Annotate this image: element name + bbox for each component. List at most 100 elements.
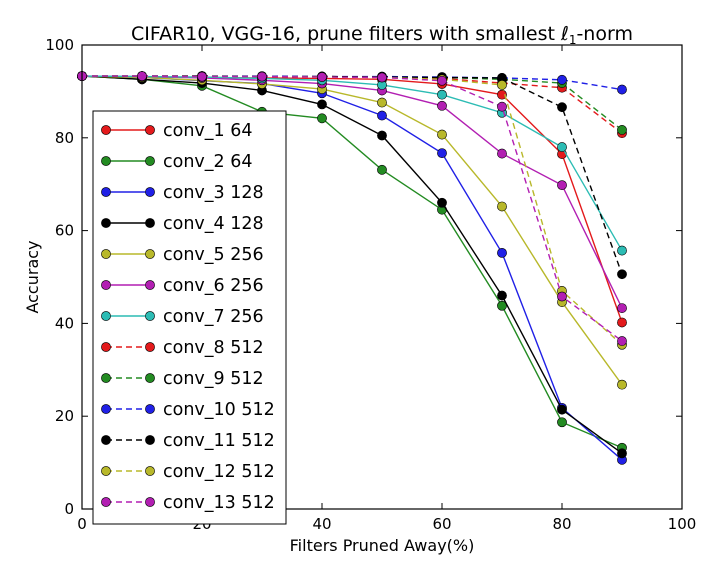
data-point — [437, 89, 447, 100]
data-point — [557, 180, 567, 191]
legend-marker — [101, 404, 111, 414]
x-tick-label: 40 — [312, 515, 331, 533]
title-norm-subscript: 1 — [569, 33, 577, 47]
data-point — [437, 75, 447, 86]
legend-marker — [101, 249, 111, 259]
legend-marker — [145, 187, 155, 197]
legend-label: conv_9 512 — [163, 369, 264, 389]
series-4 — [77, 71, 627, 459]
data-point — [617, 336, 627, 346]
data-point — [617, 303, 627, 313]
legend-label: conv_6 256 — [163, 276, 264, 296]
legend-label: conv_1 64 — [163, 121, 253, 141]
data-point — [377, 130, 387, 141]
y-tick-label: 60 — [55, 222, 74, 240]
legend-box — [92, 110, 287, 525]
legend-marker — [145, 497, 155, 507]
data-point — [497, 290, 507, 301]
data-point — [377, 110, 387, 121]
series-layer — [77, 71, 627, 465]
data-point — [497, 201, 507, 212]
legend-label: conv_13 512 — [163, 493, 275, 513]
legend-marker — [101, 280, 111, 290]
legend-marker — [101, 156, 111, 166]
y-axis: 0 20 40 60 80 100 — [45, 36, 682, 518]
series-line — [82, 75, 623, 342]
data-point — [617, 125, 627, 135]
data-point — [497, 80, 507, 90]
y-tick-label: 100 — [45, 36, 74, 54]
data-point — [497, 247, 507, 258]
x-tick-label: 0 — [77, 515, 87, 533]
legend-marker — [101, 466, 111, 476]
data-point — [497, 148, 507, 159]
series-line — [81, 75, 623, 449]
x-tick-label: 100 — [668, 515, 697, 533]
legend-label: conv_12 512 — [163, 462, 275, 482]
data-point — [377, 72, 387, 83]
y-tick-label: 80 — [55, 129, 74, 147]
legend-marker — [145, 249, 155, 259]
legend-marker — [145, 466, 155, 476]
x-axis-label: Filters Pruned Away(%) — [290, 536, 475, 555]
data-point — [437, 197, 447, 208]
data-point — [317, 99, 327, 110]
data-point — [137, 71, 147, 81]
data-point — [317, 72, 327, 82]
legend-marker — [145, 280, 155, 290]
data-point — [497, 101, 507, 112]
data-point — [557, 291, 567, 302]
chart-title: CIFAR10, VGG-16, prune filters with smal… — [131, 23, 633, 47]
legend-marker — [101, 435, 111, 445]
y-tick-label: 0 — [64, 500, 74, 518]
data-point — [617, 317, 627, 328]
data-point — [617, 245, 627, 256]
legend-label: conv_11 512 — [163, 431, 275, 451]
x-tick-label: 60 — [432, 515, 451, 533]
legend-marker — [145, 125, 155, 135]
data-point — [617, 269, 627, 280]
data-point — [557, 102, 567, 113]
data-point — [377, 97, 387, 108]
x-tick-label: 80 — [552, 515, 571, 533]
legend-label: conv_7 256 — [163, 307, 264, 327]
legend-label: conv_5 256 — [163, 245, 264, 265]
data-point — [257, 71, 267, 82]
data-point — [557, 142, 567, 152]
y-axis-label: Accuracy — [23, 240, 42, 313]
data-point — [617, 84, 627, 95]
legend-label: conv_8 512 — [163, 338, 264, 358]
data-point — [437, 100, 447, 111]
legend: conv_1 64 conv_2 64 conv_3 128 conv_4 128 co… — [92, 110, 287, 525]
data-point — [437, 148, 447, 159]
data-point — [317, 113, 327, 124]
y-tick-label: 20 — [55, 407, 74, 425]
legend-marker — [101, 311, 111, 321]
plot-frame — [81, 44, 683, 510]
data-point — [437, 129, 447, 140]
data-point — [197, 71, 207, 82]
data-point — [377, 164, 387, 175]
legend-marker — [101, 342, 111, 352]
title-norm-suffix: -norm — [576, 23, 633, 45]
data-point — [557, 417, 567, 428]
legend-label: conv_10 512 — [163, 400, 275, 420]
legend-marker — [145, 435, 155, 445]
legend-marker — [101, 187, 111, 197]
series-13 — [77, 71, 627, 346]
legend-marker — [101, 373, 111, 383]
legend-marker — [145, 404, 155, 414]
y-tick-label: 40 — [55, 314, 74, 332]
data-point — [617, 448, 627, 459]
data-point — [557, 404, 567, 415]
series-line — [81, 75, 623, 386]
legend-marker — [145, 311, 155, 321]
legend-marker — [145, 342, 155, 352]
legend-marker — [145, 156, 155, 166]
legend-marker — [101, 218, 111, 228]
data-point — [617, 379, 627, 390]
title-norm-symbol: ℓ — [560, 23, 569, 45]
series-line — [81, 75, 623, 454]
legend-marker — [145, 218, 155, 228]
